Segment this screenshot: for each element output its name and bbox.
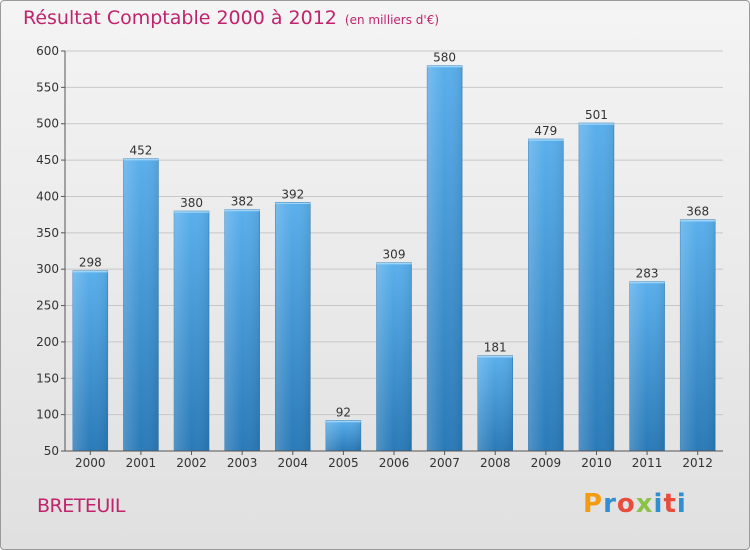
x-axis-ticks: 2000 2001 2002 2003 2004 2005 2006 2007 2008 2009…: [75, 451, 713, 470]
x-tick-label: 2009: [531, 456, 562, 470]
commune-name: BRETEUIL: [37, 495, 125, 517]
x-tick-label: 2010: [581, 456, 612, 470]
y-tick-label: 600: [36, 44, 59, 58]
bar-shine: [72, 270, 108, 451]
x-tick-label: 2007: [429, 456, 460, 470]
x-tick-label: 2001: [126, 456, 157, 470]
bar-value-label: 382: [231, 195, 254, 209]
bar-shine: [629, 281, 665, 451]
bar-value-label: 309: [383, 248, 406, 262]
chart-subtitle: (en milliers d'€): [344, 13, 440, 27]
y-tick-label: 250: [36, 299, 59, 313]
bar-shine: [174, 211, 210, 451]
bar-shine: [325, 420, 361, 451]
bar-shine: [680, 219, 716, 451]
x-tick-label: 2011: [632, 456, 663, 470]
bar-value-label: 298: [79, 256, 102, 270]
bar-value-label: 283: [636, 267, 659, 281]
y-tick-label: 300: [36, 262, 59, 276]
bar-value-label: 92: [336, 405, 351, 419]
logo-letter: x: [635, 489, 654, 519]
x-tick-label: 2008: [480, 456, 511, 470]
x-tick-label: 2006: [379, 456, 410, 470]
y-tick-label: 200: [36, 335, 59, 349]
bars: 298 452 380 382 392 92 309 580 181 479 501 283 368: [72, 51, 716, 452]
bar-shine: [224, 209, 260, 451]
bar-value-label: 368: [686, 205, 709, 219]
y-axis-ticks: 50 100 150 200 250 300 350 400 450 500 550 600: [36, 44, 65, 458]
proxiti-logo: Proxiti: [583, 489, 687, 519]
y-tick-label: 450: [36, 153, 59, 167]
y-tick-label: 400: [36, 189, 59, 203]
x-tick-label: 2002: [176, 456, 207, 470]
x-tick-label: 2000: [75, 456, 106, 470]
y-tick-label: 50: [44, 444, 59, 458]
y-tick-label: 550: [36, 80, 59, 94]
y-tick-label: 150: [36, 371, 59, 385]
logo-letter: P: [583, 489, 604, 519]
logo-letter: t: [663, 489, 677, 519]
bar-shine: [528, 139, 564, 451]
bar-shine: [578, 123, 614, 451]
y-tick-label: 500: [36, 117, 59, 131]
chart-title-block: Résultat Comptable 2000 à 2012 (en millie…: [23, 7, 439, 29]
bar-shine: [123, 158, 159, 452]
bar-value-label: 181: [484, 341, 507, 355]
bar-shine: [376, 262, 412, 451]
bar-value-label: 452: [129, 144, 152, 158]
logo-letter: o: [616, 489, 636, 519]
bar-value-label: 392: [281, 187, 304, 201]
bar-value-label: 580: [433, 51, 456, 65]
logo-letter: i: [653, 489, 664, 519]
y-tick-label: 350: [36, 226, 59, 240]
logo-letter: r: [603, 489, 617, 519]
bar-value-label: 501: [585, 108, 608, 122]
logo-letter: i: [676, 489, 687, 519]
x-tick-label: 2012: [682, 456, 713, 470]
bar-shine: [275, 202, 311, 451]
axes: [64, 51, 723, 452]
y-tick-label: 100: [36, 408, 59, 422]
chart-title: Résultat Comptable 2000 à 2012: [23, 7, 337, 29]
bar-value-label: 479: [534, 124, 557, 138]
x-tick-label: 2003: [227, 456, 258, 470]
bar-value-label: 380: [180, 196, 203, 210]
x-tick-label: 2004: [277, 456, 308, 470]
bar-shine: [427, 65, 463, 451]
x-tick-label: 2005: [328, 456, 359, 470]
bar-shine: [477, 355, 513, 451]
